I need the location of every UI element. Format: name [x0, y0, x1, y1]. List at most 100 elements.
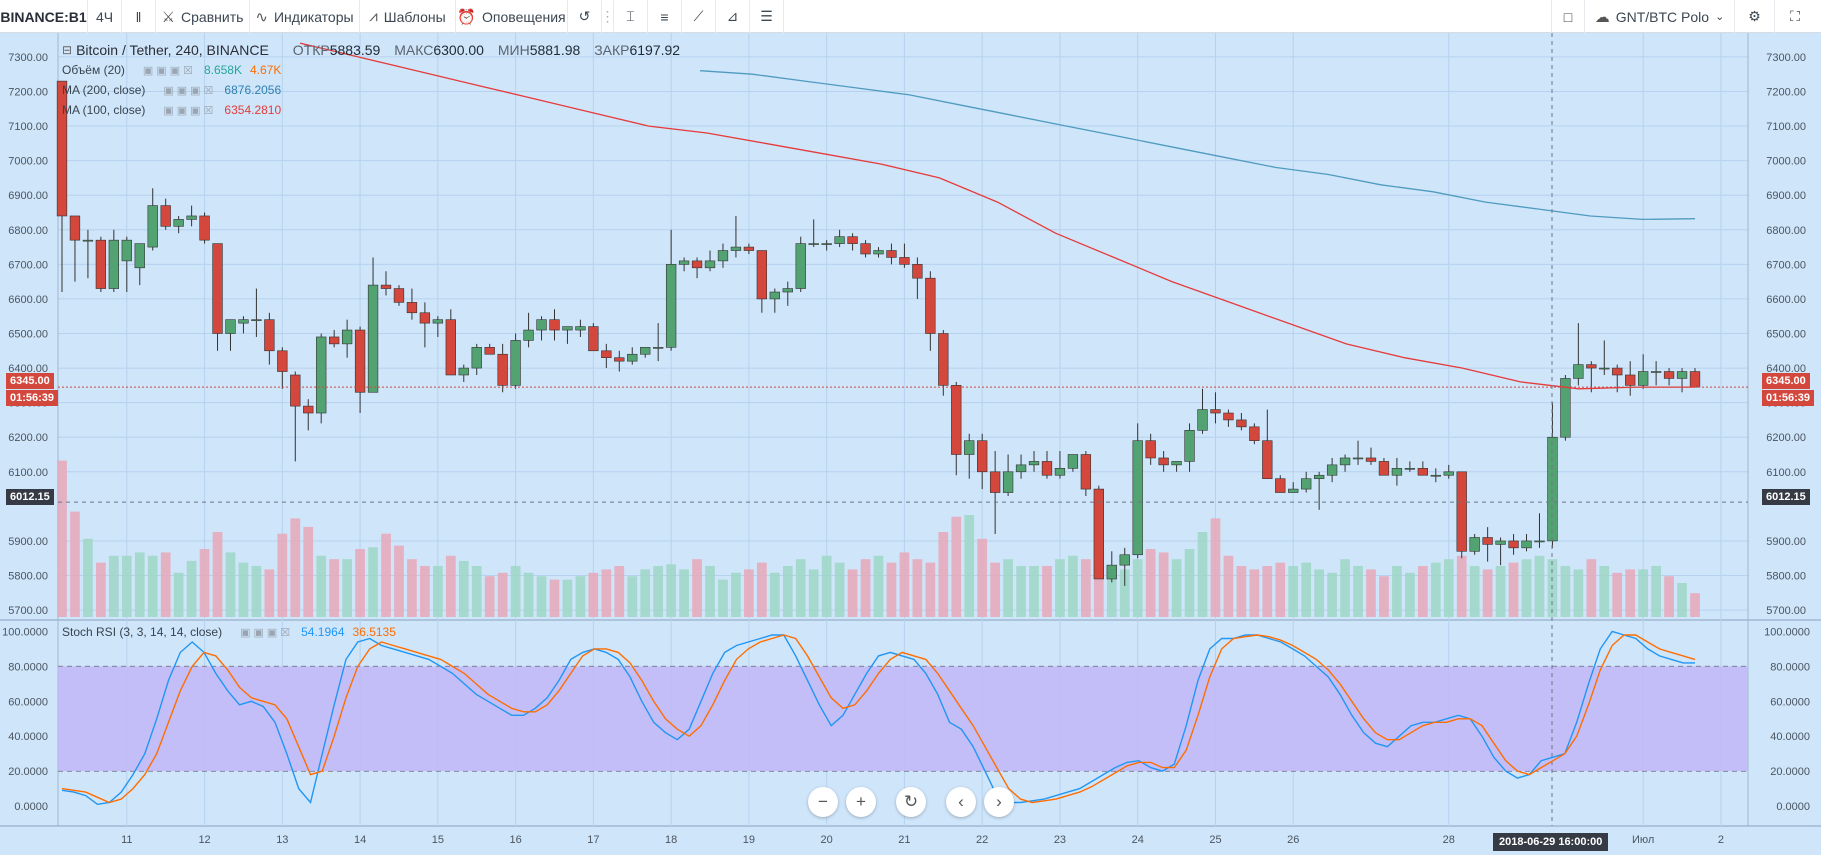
- indicator-buttons-icon[interactable]: ▣▣▣☒: [240, 626, 294, 639]
- series-title: Bitcoin / Tether, 240, BINANCE: [76, 42, 269, 58]
- volume-bar: [1340, 559, 1350, 617]
- price-label-right: 7000.00: [1766, 156, 1806, 168]
- candle-body: [1041, 461, 1053, 476]
- candle-body: [912, 264, 923, 279]
- ma200-legend[interactable]: MA (200, close) ▣▣▣☒ 6876.2056: [62, 83, 282, 97]
- chart-canvas[interactable]: 7300.00 7300.00 7200.00 7200.00 7100.00 7100.…: [0, 33, 1821, 855]
- ma100-legend[interactable]: MA (100, close) ▣▣▣☒ 6354.2810: [62, 103, 282, 117]
- interval-button[interactable]: 4Ч: [88, 0, 122, 33]
- candles-icon: ‖: [135, 8, 142, 25]
- chevron-left-icon: ‹: [958, 792, 964, 811]
- gann-fan-icon: ⊿: [726, 8, 739, 24]
- candle-body: [1508, 540, 1519, 549]
- volume-bar: [1521, 559, 1532, 617]
- volume-bar: [342, 559, 352, 617]
- candles: [56, 80, 1701, 586]
- candle-body: [523, 329, 534, 341]
- candle-body: [186, 215, 197, 220]
- fullscreen-button[interactable]: ⛶: [1775, 0, 1815, 33]
- indicator-buttons-icon[interactable]: ▣▣▣☒: [163, 104, 217, 117]
- candle-body: [277, 350, 288, 372]
- replay-button[interactable]: ↺: [568, 0, 602, 33]
- text-cursor-tool[interactable]: ⌶: [614, 0, 648, 33]
- volume-bar: [1210, 518, 1221, 617]
- fullscreen-square-button[interactable]: □: [1551, 0, 1585, 33]
- trend-line-tool[interactable]: ⟋: [682, 0, 716, 33]
- last-price-tag-left: 6345.00: [6, 373, 54, 389]
- volume-bar: [1158, 552, 1169, 617]
- scroll-left-button[interactable]: ‹: [946, 787, 976, 817]
- volume-bar: [1405, 572, 1415, 617]
- indicator-buttons-icon[interactable]: ▣▣▣☒: [142, 64, 196, 77]
- rsi-label-left: 100.0000: [2, 626, 48, 638]
- fib-tool[interactable]: ☰: [750, 0, 784, 33]
- candle-body: [1352, 457, 1364, 460]
- text-cursor-icon: ⌶: [626, 8, 635, 24]
- compare-button[interactable]: ⚔ Сравнить: [156, 0, 250, 33]
- alerts-button[interactable]: ⏰ Оповещения: [456, 0, 568, 33]
- volume-bar: [938, 532, 949, 617]
- candle-body: [886, 250, 897, 258]
- candle-body: [69, 215, 81, 241]
- indicators-button[interactable]: ∿ Индикаторы: [250, 0, 360, 33]
- drag-handle[interactable]: ⋮: [601, 0, 615, 33]
- candle-body: [847, 236, 858, 244]
- volume-bar: [1106, 566, 1117, 617]
- volume-bar: [1495, 566, 1506, 617]
- volume-legend[interactable]: Объём (20) ▣▣▣☒ 8.658K 4.67K: [62, 63, 282, 77]
- candle-body: [821, 243, 832, 245]
- candle-body: [1443, 471, 1454, 476]
- time-label: 25: [1209, 834, 1221, 846]
- volume-bar: [1612, 572, 1623, 617]
- gann-fan-tool[interactable]: ⊿: [716, 0, 750, 33]
- volume-bar: [588, 572, 599, 617]
- horizontal-lines-tool[interactable]: ≡: [648, 0, 682, 33]
- candle-body: [1326, 464, 1338, 476]
- reset-button[interactable]: ↻: [896, 787, 926, 817]
- templates-button[interactable]: ⩘ Шаблоны: [360, 0, 456, 33]
- volume-bar: [1482, 569, 1493, 617]
- volume-bar: [562, 579, 573, 617]
- watchlist-button[interactable]: ☁ GNT/BTC Polo ⌄: [1585, 0, 1735, 33]
- volume-bar: [951, 516, 962, 617]
- candle-body: [1650, 371, 1662, 373]
- collapse-icon[interactable]: ⊟: [62, 43, 73, 57]
- zoom-in-button[interactable]: +: [846, 787, 876, 817]
- settings-button[interactable]: ⚙: [1735, 0, 1775, 33]
- candle-body: [1534, 540, 1545, 543]
- rsi-k-line: [61, 630, 1695, 806]
- price-label-left: 6800.00: [8, 225, 48, 237]
- volume-bar: [1314, 569, 1325, 617]
- candle-body: [1119, 554, 1130, 566]
- candle-body: [147, 205, 158, 248]
- indicator-buttons-icon[interactable]: ▣▣▣☒: [163, 84, 217, 97]
- candle-body: [808, 243, 819, 245]
- volume-bar: [523, 572, 534, 617]
- rsi-legend[interactable]: Stoch RSI (3, 3, 14, 14, close) ▣▣▣☒ 54.…: [62, 625, 396, 639]
- candle-body: [1080, 454, 1092, 490]
- price-label-left: 5900.00: [8, 536, 48, 548]
- chevron-down-icon: ⌄: [1715, 11, 1725, 23]
- zoom-out-button[interactable]: −: [808, 787, 838, 817]
- volume-bar: [1690, 593, 1700, 617]
- time-label: 20: [821, 834, 833, 846]
- time-label: 23: [1054, 834, 1066, 846]
- candle-body: [601, 350, 612, 359]
- candle-body: [1391, 468, 1403, 476]
- volume-bar: [1275, 562, 1286, 617]
- volume-bar: [316, 555, 327, 617]
- indicators-icon: ∿: [255, 8, 268, 26]
- time-label: Июл: [1632, 834, 1654, 846]
- volume-bar: [873, 555, 884, 617]
- volume-bar: [1093, 562, 1104, 617]
- candle-body: [1689, 371, 1701, 388]
- time-label: 17: [587, 834, 599, 846]
- volume-bar: [705, 566, 715, 617]
- candle-body: [1132, 440, 1143, 556]
- candle-body: [1637, 371, 1649, 386]
- volume-bar: [420, 566, 430, 617]
- scroll-right-button[interactable]: ›: [984, 787, 1014, 817]
- chart-type-button[interactable]: ‖: [122, 0, 156, 33]
- symbol-button[interactable]: BINANCE:B1: [0, 0, 88, 33]
- volume-bar: [601, 569, 612, 617]
